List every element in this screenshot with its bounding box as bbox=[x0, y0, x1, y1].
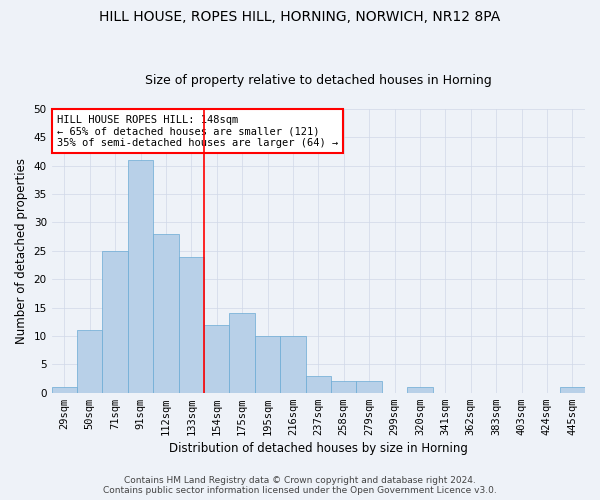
Bar bbox=[153, 234, 179, 392]
Bar bbox=[407, 387, 433, 392]
Bar bbox=[77, 330, 103, 392]
Bar bbox=[356, 382, 382, 392]
Text: HILL HOUSE ROPES HILL: 148sqm
← 65% of detached houses are smaller (121)
35% of : HILL HOUSE ROPES HILL: 148sqm ← 65% of d… bbox=[57, 114, 338, 148]
X-axis label: Distribution of detached houses by size in Horning: Distribution of detached houses by size … bbox=[169, 442, 468, 455]
Bar bbox=[280, 336, 305, 392]
Bar bbox=[128, 160, 153, 392]
Y-axis label: Number of detached properties: Number of detached properties bbox=[15, 158, 28, 344]
Bar bbox=[229, 314, 255, 392]
Bar bbox=[560, 387, 585, 392]
Bar bbox=[52, 387, 77, 392]
Bar bbox=[255, 336, 280, 392]
Bar bbox=[204, 324, 229, 392]
Text: HILL HOUSE, ROPES HILL, HORNING, NORWICH, NR12 8PA: HILL HOUSE, ROPES HILL, HORNING, NORWICH… bbox=[100, 10, 500, 24]
Bar bbox=[305, 376, 331, 392]
Bar bbox=[103, 251, 128, 392]
Text: Contains HM Land Registry data © Crown copyright and database right 2024.
Contai: Contains HM Land Registry data © Crown c… bbox=[103, 476, 497, 495]
Bar bbox=[179, 256, 204, 392]
Title: Size of property relative to detached houses in Horning: Size of property relative to detached ho… bbox=[145, 74, 492, 87]
Bar bbox=[331, 382, 356, 392]
